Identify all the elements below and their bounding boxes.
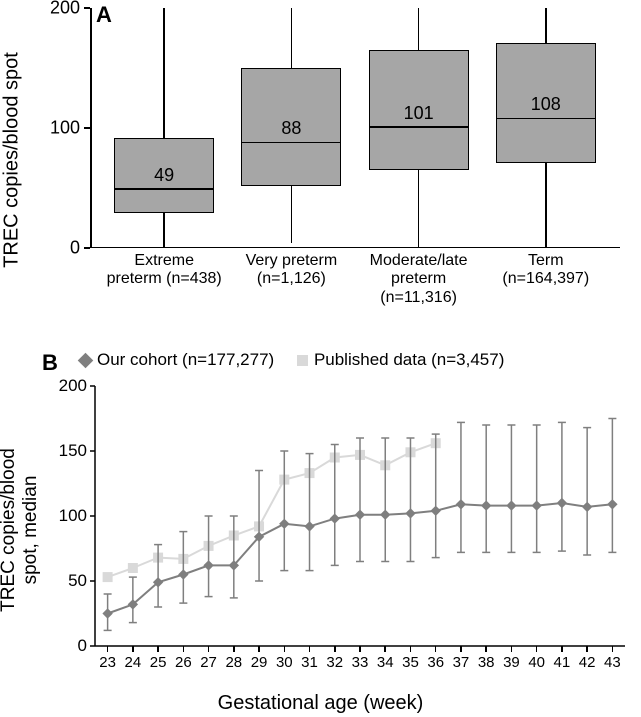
panel-a-category-labels: Extremepreterm (n=438)Very preterm(n=1,1… (90, 252, 620, 332)
panel-b-xlabel: Gestational age (week) (0, 692, 641, 715)
xtick-label: 23 (99, 654, 116, 671)
xtick (183, 646, 185, 652)
ytick (84, 7, 90, 9)
xtick-label: 29 (251, 654, 268, 671)
category-label: Term(n=164,397) (478, 252, 614, 289)
xtick-label: 37 (453, 654, 470, 671)
xtick-label: 28 (225, 654, 242, 671)
xtick-label: 35 (402, 654, 419, 671)
xtick-label: 43 (604, 654, 621, 671)
panel-b-legend: Our cohort (n=177,277) Published data (n… (80, 350, 620, 380)
ytick-label: 200 (50, 0, 80, 19)
median-line (114, 188, 214, 190)
box-group: 88 (241, 8, 341, 248)
xtick-label: 27 (200, 654, 217, 671)
xtick (410, 646, 412, 652)
xtick-label: 25 (150, 654, 167, 671)
xtick (132, 646, 134, 652)
median-line (241, 142, 341, 144)
ytick-label: 0 (70, 238, 80, 259)
ytick-label: 100 (50, 118, 80, 139)
panel-a-plot: 0100200 4988101108 (90, 8, 620, 248)
ytick-label: 100 (59, 506, 87, 526)
square-icon (297, 355, 308, 366)
panel-b-svg (95, 386, 625, 646)
xtick (258, 646, 260, 652)
panel-b-label: B (42, 350, 58, 376)
ytick-label: 0 (78, 636, 87, 656)
median-value: 49 (114, 165, 214, 186)
xtick-label: 32 (326, 654, 343, 671)
legend-label: Our cohort (n=177,277) (97, 350, 274, 370)
panel-b-plot: 050100150200 232425262728293031323334353… (95, 386, 625, 646)
median-value: 108 (496, 94, 596, 115)
box-group: 108 (496, 8, 596, 248)
xtick-label: 38 (478, 654, 495, 671)
xtick (485, 646, 487, 652)
xtick (511, 646, 513, 652)
legend-item-our-cohort: Our cohort (n=177,277) (80, 350, 274, 370)
panel-b: B Our cohort (n=177,277) Published data … (0, 350, 641, 717)
ytick (84, 247, 90, 249)
xtick-label: 30 (276, 654, 293, 671)
figure: A TREC copies/blood spot 0100200 4988101… (0, 0, 641, 717)
panel-a-ylabel: TREC copies/blood spot (1, 52, 24, 268)
box-group: 101 (369, 8, 469, 248)
xtick (359, 646, 361, 652)
xtick-label: 31 (301, 654, 318, 671)
median-line (369, 126, 469, 128)
xtick (612, 646, 614, 652)
legend-label: Published data (n=3,457) (314, 350, 504, 370)
panel-a-yaxis (90, 8, 92, 248)
diamond-icon (78, 352, 94, 368)
xtick (384, 646, 386, 652)
xtick-label: 41 (554, 654, 571, 671)
xtick-label: 39 (503, 654, 520, 671)
ytick (84, 127, 90, 129)
xtick (334, 646, 336, 652)
xtick (435, 646, 437, 652)
box-group: 49 (114, 8, 214, 248)
xtick-label: 40 (528, 654, 545, 671)
xtick (561, 646, 563, 652)
xtick (586, 646, 588, 652)
xtick-label: 34 (377, 654, 394, 671)
category-label: Moderate/latepreterm(n=11,316) (351, 252, 487, 307)
xtick (536, 646, 538, 652)
ytick-label: 150 (59, 441, 87, 461)
legend-item-published: Published data (n=3,457) (297, 350, 504, 370)
panel-b-ylabel: TREC copies/blood spot, median (0, 448, 42, 612)
category-label: Very preterm(n=1,126) (223, 252, 359, 289)
ytick-label: 50 (68, 571, 87, 591)
xtick (309, 646, 311, 652)
panel-a: A TREC copies/blood spot 0100200 4988101… (0, 0, 641, 330)
median-line (496, 118, 596, 120)
xtick (460, 646, 462, 652)
category-label: Extremepreterm (n=438) (96, 252, 232, 289)
xtick-label: 42 (579, 654, 596, 671)
xtick (233, 646, 235, 652)
xtick (107, 646, 109, 652)
xtick-label: 24 (125, 654, 142, 671)
xtick (284, 646, 286, 652)
xtick-label: 26 (175, 654, 192, 671)
xtick (208, 646, 210, 652)
xtick-label: 33 (352, 654, 369, 671)
median-value: 88 (241, 118, 341, 139)
ytick-label: 200 (59, 376, 87, 396)
median-value: 101 (369, 103, 469, 124)
xtick-label: 36 (427, 654, 444, 671)
xtick (157, 646, 159, 652)
